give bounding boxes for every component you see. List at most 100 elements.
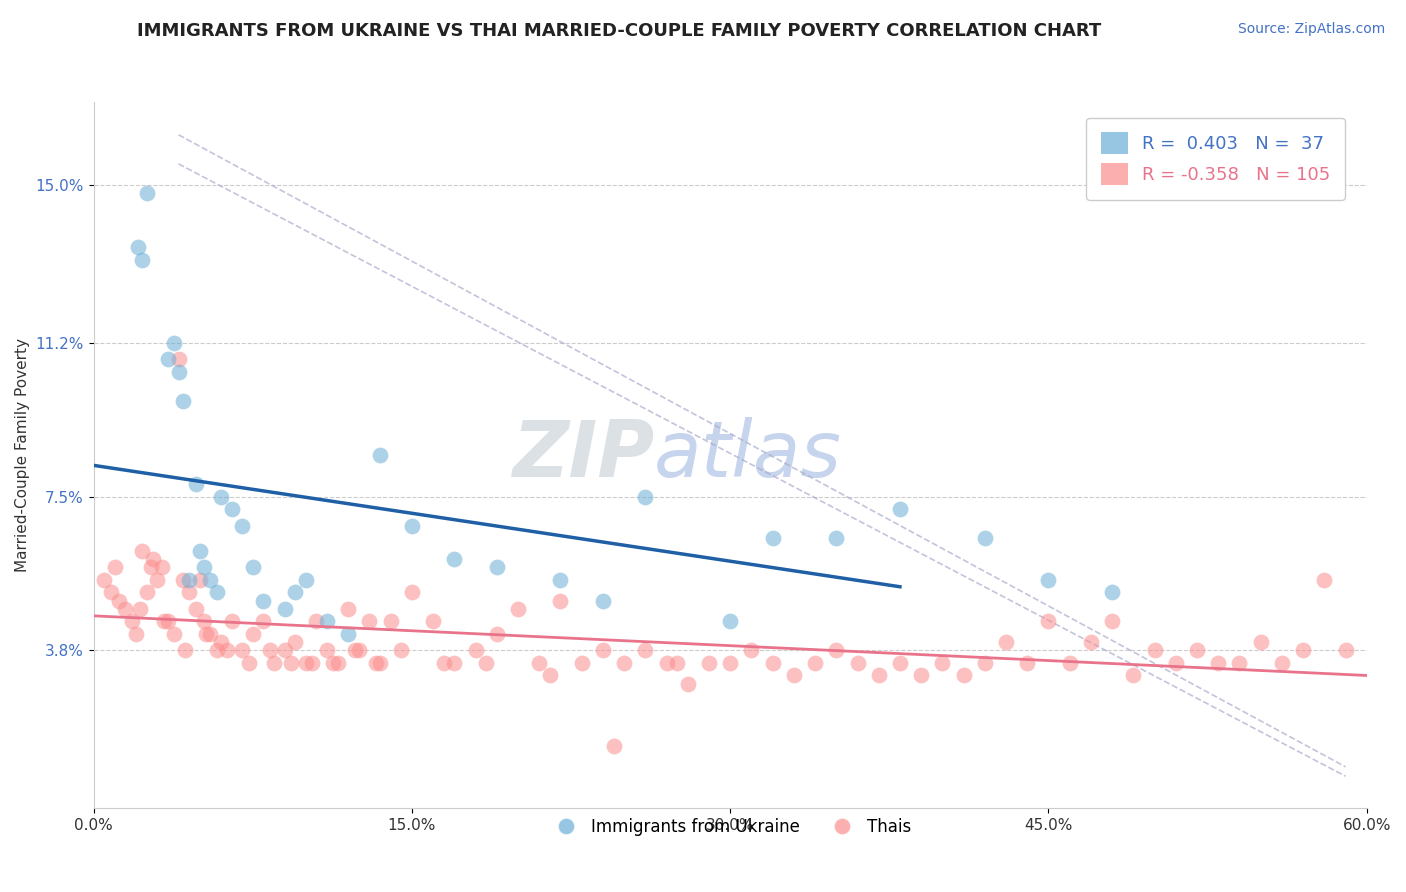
Point (889, 502, 911, 516)
Point (1334, 643, 1357, 657)
Point (347, 643, 370, 657)
Point (121, 615, 143, 629)
Point (571, 656, 593, 670)
Point (762, 531, 785, 545)
Point (242, 560, 264, 574)
Point (846, 656, 869, 670)
Point (973, 656, 995, 670)
Point (550, 593, 572, 607)
Point (295, 656, 318, 670)
Point (343, 643, 366, 657)
Point (868, 668, 890, 682)
Point (200, 627, 222, 641)
Point (973, 531, 995, 545)
Point (217, 643, 239, 657)
Point (127, 240, 149, 254)
Point (163, 335, 186, 350)
Text: atlas: atlas (654, 417, 842, 493)
Point (284, 635, 307, 649)
Point (1038, 573, 1060, 587)
Point (188, 573, 211, 587)
Point (740, 643, 762, 657)
Point (108, 593, 131, 607)
Point (135, 186, 157, 200)
Point (326, 656, 349, 670)
Point (252, 615, 274, 629)
Point (952, 668, 974, 682)
Point (825, 643, 848, 657)
Point (1271, 656, 1294, 670)
Point (209, 490, 232, 504)
Point (1080, 635, 1102, 649)
Point (172, 573, 194, 587)
Point (195, 627, 218, 641)
Point (231, 518, 253, 533)
Point (152, 615, 174, 629)
Point (273, 643, 295, 657)
Point (380, 615, 402, 629)
Point (193, 560, 215, 574)
Point (167, 352, 190, 367)
Point (284, 585, 307, 599)
Point (1101, 585, 1123, 599)
Point (188, 543, 211, 558)
Point (1038, 615, 1060, 629)
Point (135, 585, 157, 599)
Point (359, 615, 381, 629)
Point (1206, 656, 1229, 670)
Point (205, 585, 228, 599)
Point (1229, 656, 1251, 670)
Point (273, 602, 295, 616)
Point (139, 560, 162, 574)
Point (1017, 656, 1039, 670)
Point (131, 252, 153, 267)
Point (100, 585, 122, 599)
Point (889, 656, 911, 670)
Point (443, 552, 465, 566)
Point (280, 656, 302, 670)
Point (156, 352, 179, 367)
Point (368, 656, 391, 670)
Point (485, 627, 508, 641)
Point (1143, 643, 1166, 657)
Point (125, 627, 148, 641)
Point (316, 643, 339, 657)
Point (209, 635, 232, 649)
Point (184, 477, 207, 491)
Point (131, 543, 153, 558)
Point (676, 676, 699, 690)
Point (368, 448, 391, 462)
Point (295, 573, 318, 587)
Point (242, 627, 264, 641)
Point (762, 656, 785, 670)
Point (337, 627, 360, 641)
Point (804, 656, 827, 670)
Point (1313, 573, 1336, 587)
Point (485, 560, 508, 574)
Point (337, 602, 360, 616)
Point (179, 573, 201, 587)
Point (205, 643, 228, 657)
Point (156, 615, 179, 629)
Y-axis label: Married-Couple Family Poverty: Married-Couple Family Poverty (15, 338, 30, 572)
Point (1059, 656, 1081, 670)
Point (174, 643, 197, 657)
Point (193, 615, 215, 629)
Point (200, 573, 222, 587)
Point (401, 585, 423, 599)
Point (114, 602, 136, 616)
Point (221, 615, 243, 629)
Point (464, 643, 486, 657)
Point (263, 656, 285, 670)
Point (389, 643, 412, 657)
Point (146, 573, 169, 587)
Point (184, 602, 207, 616)
Point (433, 656, 456, 670)
Point (697, 656, 720, 670)
Point (718, 615, 741, 629)
Point (529, 656, 551, 670)
Point (305, 615, 328, 629)
Point (316, 615, 339, 629)
Point (1292, 643, 1315, 657)
Point (613, 656, 636, 670)
